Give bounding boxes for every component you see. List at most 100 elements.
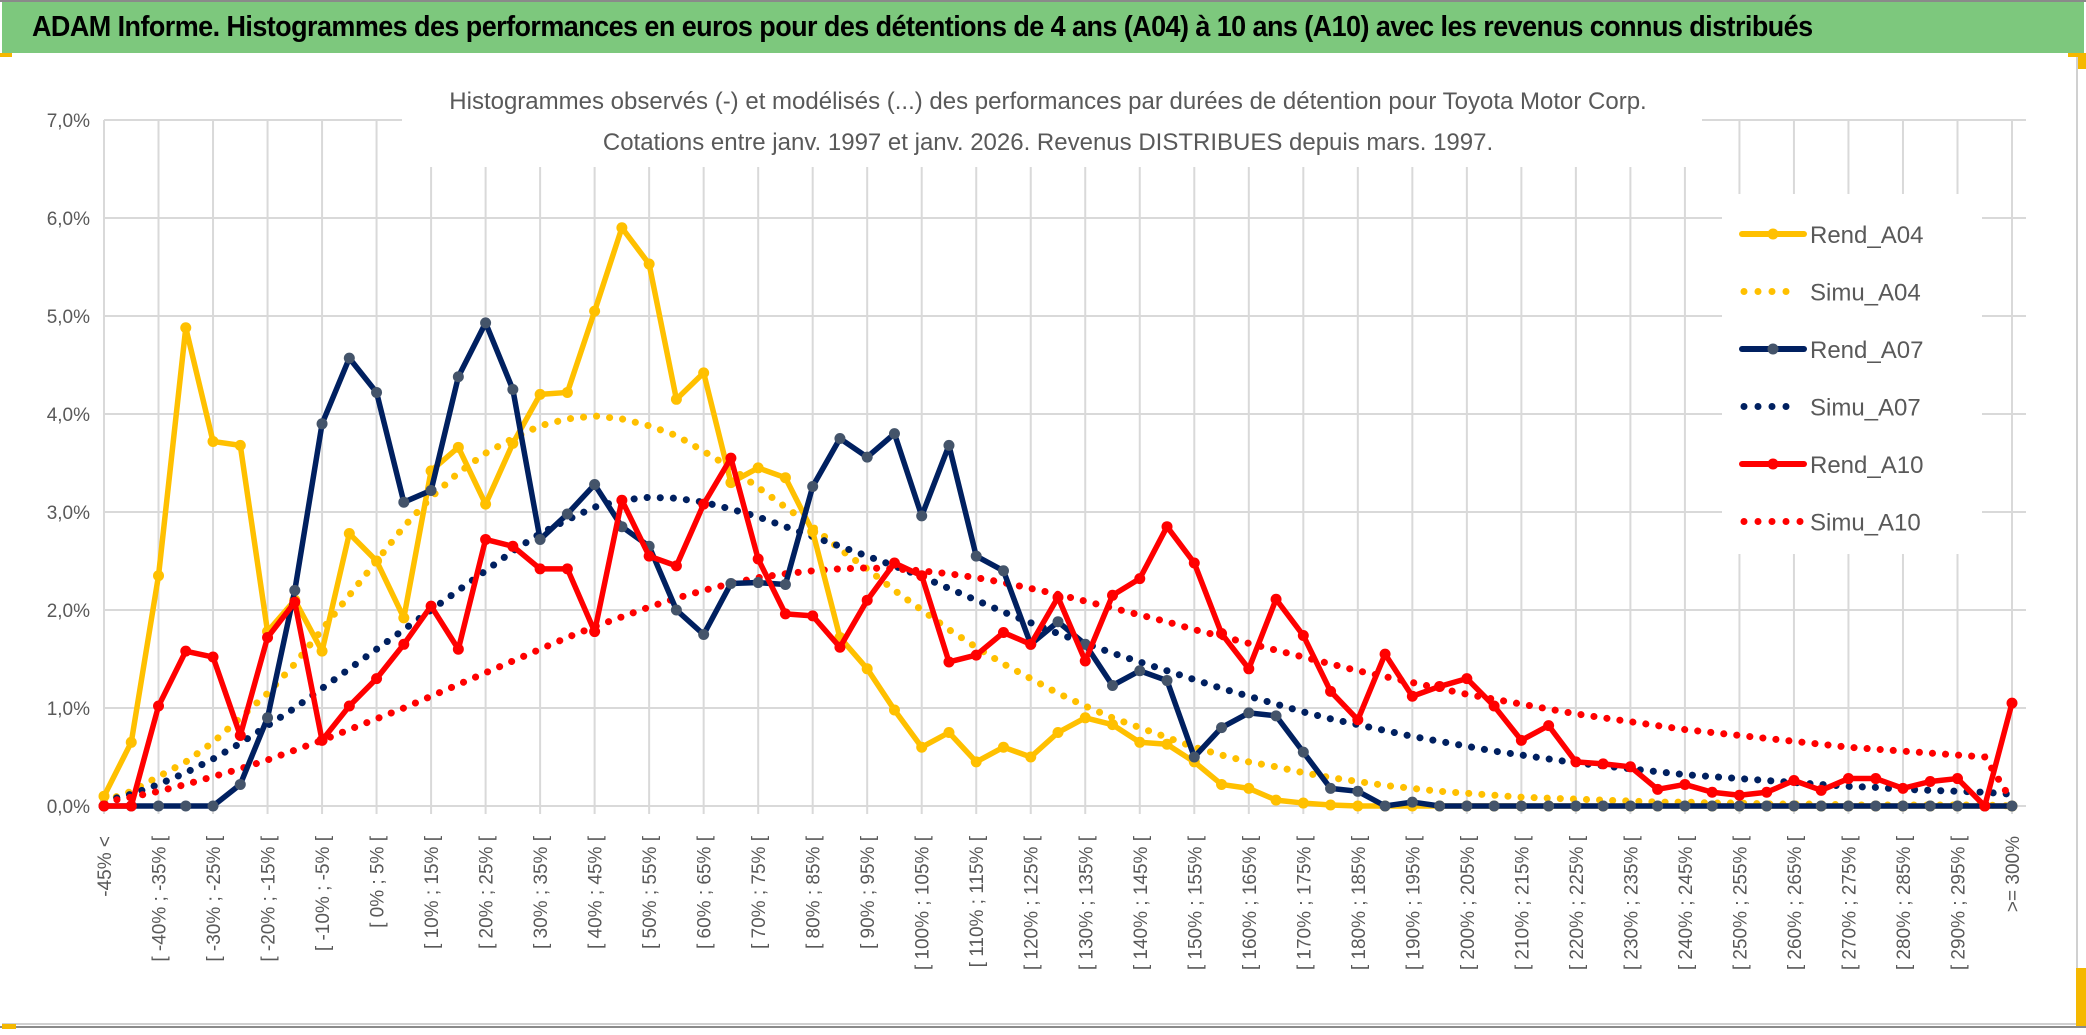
data-point-rend-a04 [970,756,982,768]
data-point-rend-a10 [1134,573,1146,585]
data-point-rend-a10 [98,800,110,812]
data-point-rend-a10 [670,560,682,572]
data-point-rend-a10 [398,638,410,650]
data-point-rend-a07 [1597,800,1609,812]
data-point-rend-a10 [1870,773,1882,785]
y-tick-label: 7,0% [47,111,90,132]
data-point-rend-a07 [1161,675,1173,687]
data-point-rend-a07 [452,371,464,383]
data-point-rend-a10 [1979,800,1991,812]
data-point-rend-a10 [1761,786,1773,798]
data-point-rend-a10 [1161,521,1173,533]
x-tick-label: [ 260% ; 265% [ [1785,835,1806,970]
legend-swatch-simu-a04 [1782,288,1790,295]
legend-swatch-simu-a10 [1768,518,1776,525]
x-tick-label: [ 0% ; 5% [ [368,835,389,928]
data-point-rend-a10 [1325,685,1337,697]
x-tick-label: [ -20% ; -15% [ [259,835,280,961]
legend-swatch-simu-a07 [1754,403,1762,410]
x-axis-ticks: -45% < [ -40% ; -35% [[ -30% ; -25% [[ -2… [95,835,2024,970]
legend-swatch-simu-a10 [1796,518,1804,525]
data-point-rend-a07 [1297,746,1309,758]
data-point-rend-a10 [425,600,437,612]
data-point-rend-a04 [98,790,110,802]
data-point-rend-a10 [589,626,601,638]
y-tick-label: 4,0% [47,405,90,426]
data-point-rend-a04 [1025,751,1037,763]
data-point-rend-a10 [1951,773,1963,785]
corner-accent-bottom-left [2,1024,16,1029]
data-point-rend-a04 [398,612,410,624]
data-point-rend-a04 [1243,782,1255,794]
x-tick-label: [ 280% ; 285% [ [1894,835,1915,970]
data-point-rend-a07 [888,428,900,440]
data-point-rend-a10 [616,494,628,506]
legend-marker-rend-a07 [1767,343,1779,355]
x-tick-label: [ 60% ; 65% [ [695,835,716,949]
data-point-rend-a07 [1488,800,1500,812]
legend-swatch-simu-a07 [1768,403,1776,410]
data-point-rend-a07 [916,510,928,522]
data-point-rend-a07 [997,565,1009,577]
x-tick-label: [ 90% ; 95% [ [858,835,879,949]
data-point-rend-a10 [561,563,573,575]
data-point-rend-a10 [643,550,655,562]
data-point-rend-a04 [616,222,628,234]
data-point-rend-a04 [670,393,682,405]
chart-subtitle: Cotations entre janv. 1997 et janv. 2026… [603,129,1493,156]
data-point-rend-a10 [779,608,791,620]
data-point-rend-a07 [1924,800,1936,812]
x-tick-label: [ 230% ; 235% [ [1621,835,1642,970]
data-point-rend-a07 [1325,782,1337,794]
data-point-rend-a04 [1270,794,1282,806]
data-point-rend-a04 [807,526,819,538]
data-point-rend-a10 [1679,778,1691,790]
legend-marker-rend-a10 [1767,458,1779,470]
data-point-rend-a04 [343,528,355,540]
data-point-rend-a07 [670,604,682,616]
data-point-rend-a07 [1434,800,1446,812]
data-point-rend-a04 [207,435,219,447]
data-point-rend-a07 [1461,800,1473,812]
x-tick-label: [ 210% ; 215% [ [1512,835,1533,970]
data-point-rend-a10 [1052,591,1064,603]
y-tick-label: 1,0% [47,699,90,720]
data-point-rend-a07 [1761,800,1773,812]
data-point-rend-a04 [725,477,737,489]
y-axis-ticks: 0,0% 1,0% 2,0% 3,0% 4,0% 5,0% 6,0% 7,0% [47,111,90,818]
data-point-rend-a07 [752,577,764,589]
data-point-rend-a07 [807,481,819,493]
legend-label-rend-a10: Rend_A10 [1810,452,1923,479]
data-point-rend-a07 [398,496,410,508]
data-point-rend-a07 [1706,800,1718,812]
data-point-rend-a10 [234,729,246,741]
data-point-rend-a04 [1325,799,1337,811]
data-point-rend-a10 [1733,789,1745,801]
data-point-rend-a07 [1352,785,1364,797]
data-point-rend-a10 [752,553,764,565]
data-point-rend-a04 [752,462,764,474]
data-point-rend-a10 [480,533,492,545]
data-point-rend-a07 [1515,800,1527,812]
data-point-rend-a07 [153,800,165,812]
data-point-rend-a07 [1788,800,1800,812]
subtitle-background [402,77,1702,167]
x-tick-label: [ 250% ; 255% [ [1730,835,1751,970]
data-point-rend-a10 [1216,628,1228,640]
x-tick-label: [ 110% ; 115% [ [967,835,988,967]
data-point-rend-a07 [480,317,492,329]
chart-title: Histogrammes observés (-) et modélisés (… [449,88,1646,115]
data-point-rend-a10 [997,627,1009,639]
data-point-rend-a10 [207,651,219,663]
data-point-rend-a10 [1079,655,1091,667]
x-tick-label: [ 180% ; 185% [ [1349,835,1370,970]
x-tick-label: [ -10% ; -5% [ [313,835,334,951]
data-point-rend-a10 [1461,673,1473,685]
data-point-rend-a07 [1897,800,1909,812]
data-point-rend-a10 [316,734,328,746]
corner-accent-left [0,53,12,57]
data-point-rend-a07 [1815,800,1827,812]
data-point-rend-a10 [1624,761,1636,773]
data-point-rend-a04 [480,498,492,510]
x-tick-label: [ 70% ; 75% [ [749,835,770,949]
